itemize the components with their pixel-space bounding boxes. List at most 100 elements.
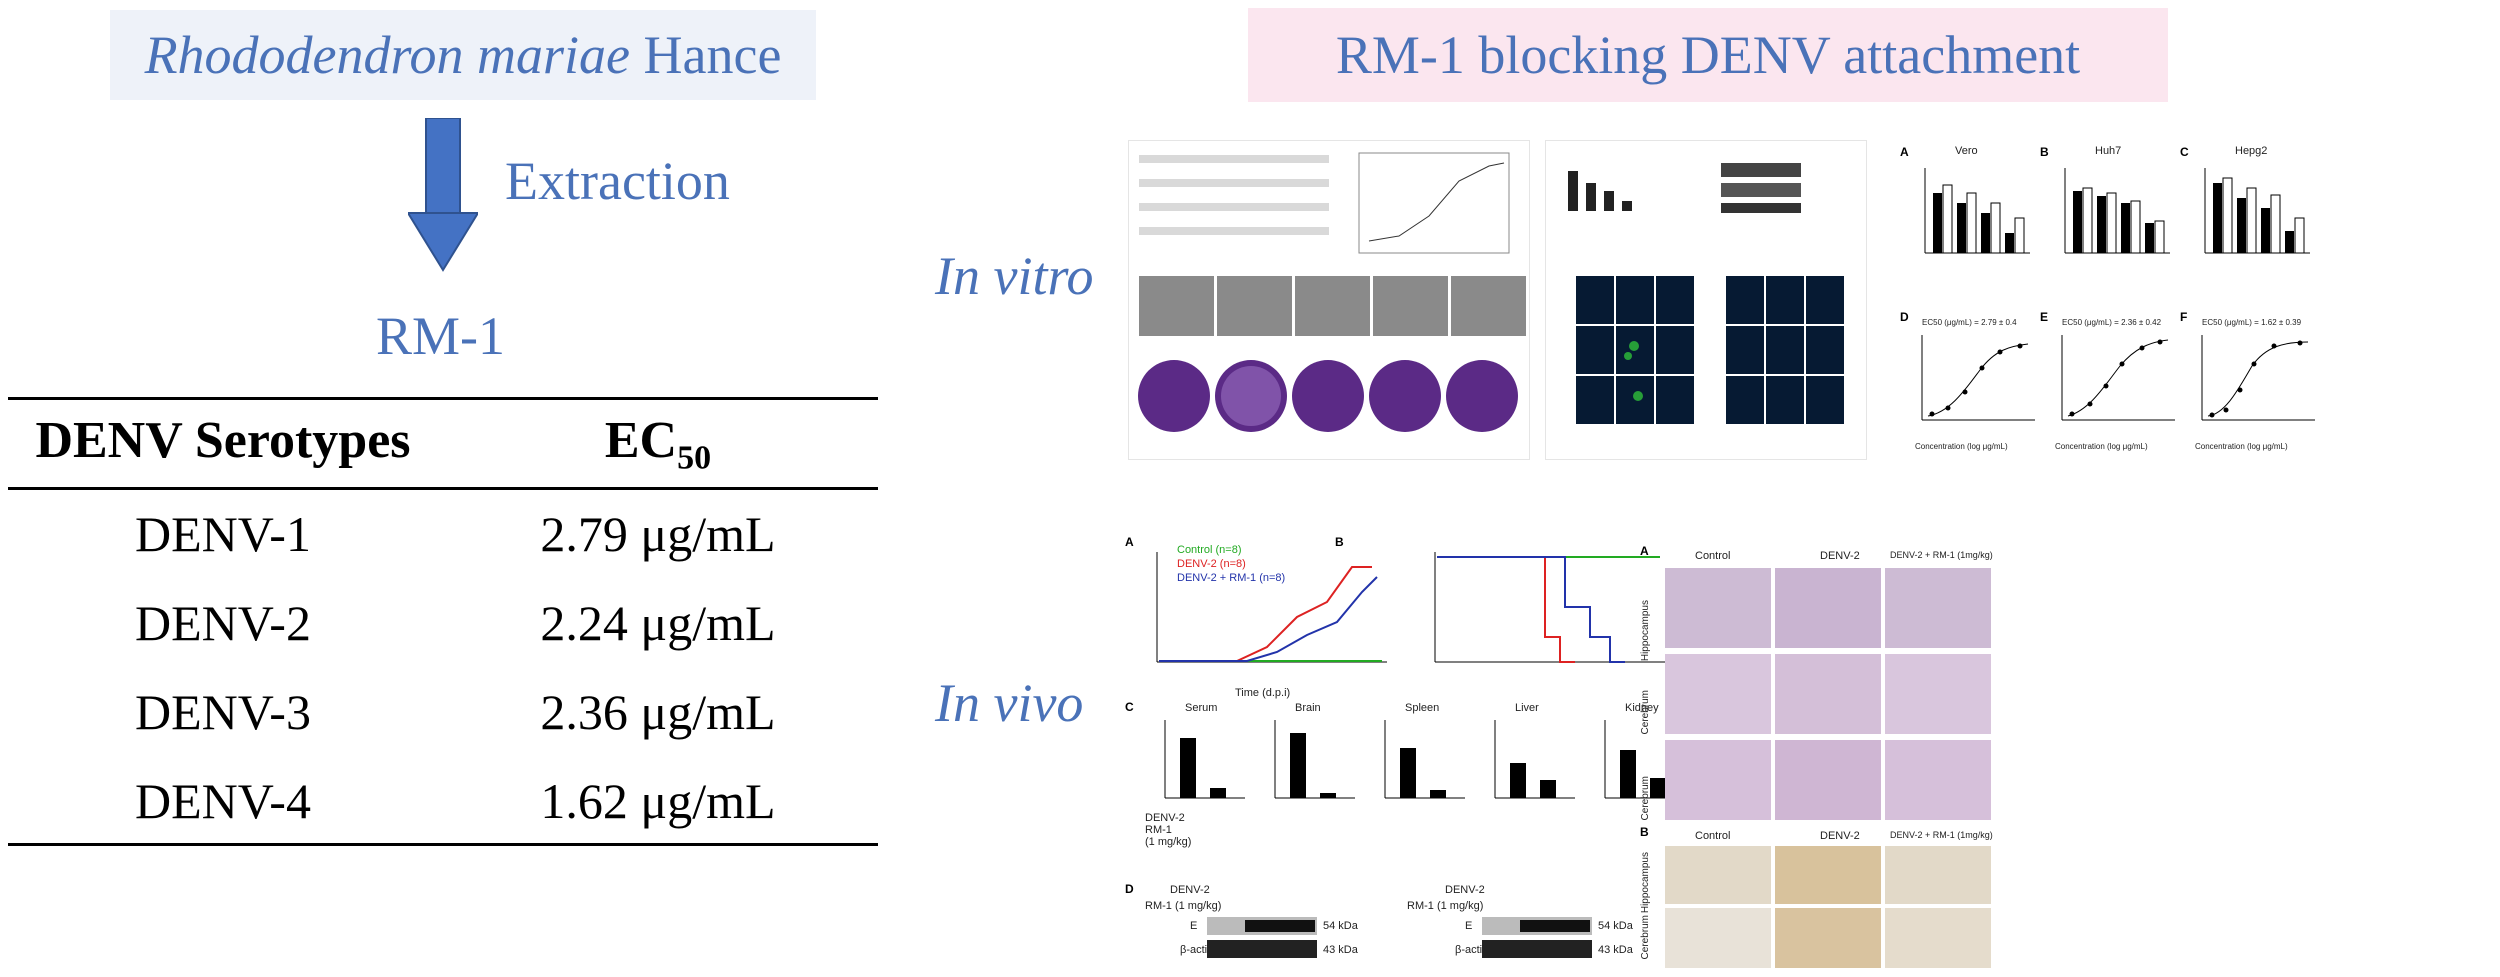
histo-row: Hippocampus [1640,600,1651,662]
mrna-panel: B Huh7 [2040,145,2180,285]
panel-tag: F [2180,310,2188,324]
axis-label-x: Concentration (log μg/mL) [1915,442,2008,451]
he-grid [1665,568,1991,820]
table-top-rule [8,397,878,400]
blot-band-e [1207,917,1317,935]
in-vivo-label: In vivo [935,673,1084,733]
treatment-row: DENV-2 [1145,812,1185,824]
tissue-bars [1384,720,1465,799]
header-ec-sub: 50 [677,439,712,477]
histo-row: Cerebrum [1640,776,1651,821]
table-mid-rule [8,487,878,490]
blot-band-actin [1482,940,1592,958]
row-ec50: 2.79 μg/mL [540,506,776,562]
mrna-inhibition-grid: A Vero B Huh7 C Hepg2 [1900,145,2320,425]
tissue-panel: Kidney [1585,700,1695,850]
panel-tag-a: A [1640,544,1649,558]
ihc-row: Hippocampus [1640,852,1651,914]
tissue-panel: Serum [1145,700,1255,850]
mrna-bars [2064,168,2170,254]
time-of-addition-graphic [1138,152,1526,432]
panel-title: Huh7 [2095,145,2122,157]
mechanism-title-box: RM-1 blocking DENV attachment [1248,8,2168,102]
row-serotype: DENV-2 [135,595,311,651]
row-serotype: DENV-4 [135,773,311,829]
row-ec50: 2.36 μg/mL [540,684,776,740]
treatment-row: (1 mg/kg) [1145,836,1192,848]
blot-e-label: E [1465,920,1473,932]
mechanism-title: RM-1 blocking DENV attachment [1335,25,2081,85]
inhibition-curve [2201,335,2315,421]
panel-tag: A [1900,145,1909,159]
tissue-name: Liver [1515,702,1539,714]
tissue-bars [1494,720,1575,799]
blot-band-e [1482,917,1592,935]
inhibition-panel: D EC50 (μg/mL) = 2.79 ± 0.4 Concentratio… [1900,310,2040,460]
histo-col: DENV-2 [1820,550,1860,562]
blot-e-kda: 54 kDa [1598,920,1633,932]
tissue-name: Spleen [1405,702,1440,714]
blot-actin-label: β-actin [1180,944,1214,956]
header-serotype: DENV Serotypes [35,412,411,469]
blot-actin-kda: 43 kDa [1323,944,1358,956]
treatment-labels: DENV-2 RM-1 (1 mg/kg) [1145,812,1191,848]
header-ec50: EC50 [438,411,878,477]
histology-figure: A Control DENV-2 DENV-2 + RM-1 (1mg/kg) … [1640,540,2000,972]
ihc-row: Cerebrum [1640,915,1651,960]
histo-col: DENV-2 [1820,830,1860,842]
treatment-row: RM-1 [1145,824,1172,836]
blot-e-kda: 54 kDa [1323,920,1358,932]
scores-legend: Control (n=8) DENV-2 (n=8) DENV-2 + RM-1… [1177,543,1285,585]
row-serotype: DENV-3 [135,684,311,740]
blot-fluorescence-graphic [1568,163,1844,424]
blot-rm-label: RM-1 (1 mg/kg) [1145,900,1222,912]
species-title-box: Rhododendron mariae Hance [110,10,816,100]
species-author: Hance [643,25,782,85]
panel-tag-b: B [1640,825,1649,839]
compound-label: RM-1 [376,306,506,366]
row-ec50: 2.24 μg/mL [540,595,776,651]
legend-entry: DENV-2 + RM-1 (n=8) [1177,572,1286,584]
survival-chart [1434,552,1665,663]
blot-rm-label: RM-1 (1 mg/kg) [1407,900,1484,912]
time-of-addition-figure [1128,140,1530,460]
panel-tag: E [2040,310,2049,324]
tissue-panel: Spleen [1365,700,1475,850]
tissue-panel: Brain [1255,700,1365,850]
ec50-annotation: EC50 (μg/mL) = 2.36 ± 0.42 [2062,318,2162,327]
panel-tag-d: D [1125,882,1134,896]
blot-denv-label: DENV-2 [1445,884,1485,896]
histo-col: DENV-2 + RM-1 (1mg/kg) [1890,550,1993,560]
inhibition-curve [1921,335,2035,421]
panel-tag: D [1900,310,1909,324]
tissue-name: Brain [1295,702,1321,714]
mrna-bars [1924,168,2030,254]
scores-xlabel: Time (d.p.i) [1235,687,1291,699]
blot-e-label: E [1190,920,1198,932]
clinical-scores-chart [1156,552,1387,663]
tissue-bars [1274,720,1355,799]
inhibition-curves: D EC50 (μg/mL) = 2.79 ± 0.4 Concentratio… [1900,310,2320,460]
histo-col: Control [1695,830,1731,842]
tissue-panel: Liver [1475,700,1585,850]
legend-entry: DENV-2 (n=8) [1177,558,1246,570]
in-vitro-label: In vitro [935,246,1094,306]
inhibition-panel: F EC50 (μg/mL) = 1.62 ± 0.39 Concentrati… [2180,310,2320,460]
histo-col: Control [1695,550,1731,562]
header-ec: EC [604,412,678,469]
row-serotype: DENV-1 [135,506,311,562]
ec50-annotation: EC50 (μg/mL) = 1.62 ± 0.39 [2202,318,2302,327]
blot-band-actin [1207,940,1317,958]
panel-tag-c: C [1125,700,1134,714]
panel-tag: B [2040,145,2049,159]
vivo-blots: D DENV-2 RM-1 (1 mg/kg) E β-actin 54 kDa… [1125,882,1685,972]
blot-actin-kda: 43 kDa [1598,944,1633,956]
ihc-grid [1665,846,1991,968]
tissue-name: Kidney [1625,702,1659,714]
histo-col: DENV-2 + RM-1 (1mg/kg) [1890,830,1993,840]
mrna-panel: A Vero [1900,145,2040,285]
tissue-bars [1604,720,1685,799]
row-ec50: 1.62 μg/mL [540,773,776,829]
ec50-annotation: EC50 (μg/mL) = 2.79 ± 0.4 [1922,318,2017,327]
panel-tag: C [2180,145,2189,159]
